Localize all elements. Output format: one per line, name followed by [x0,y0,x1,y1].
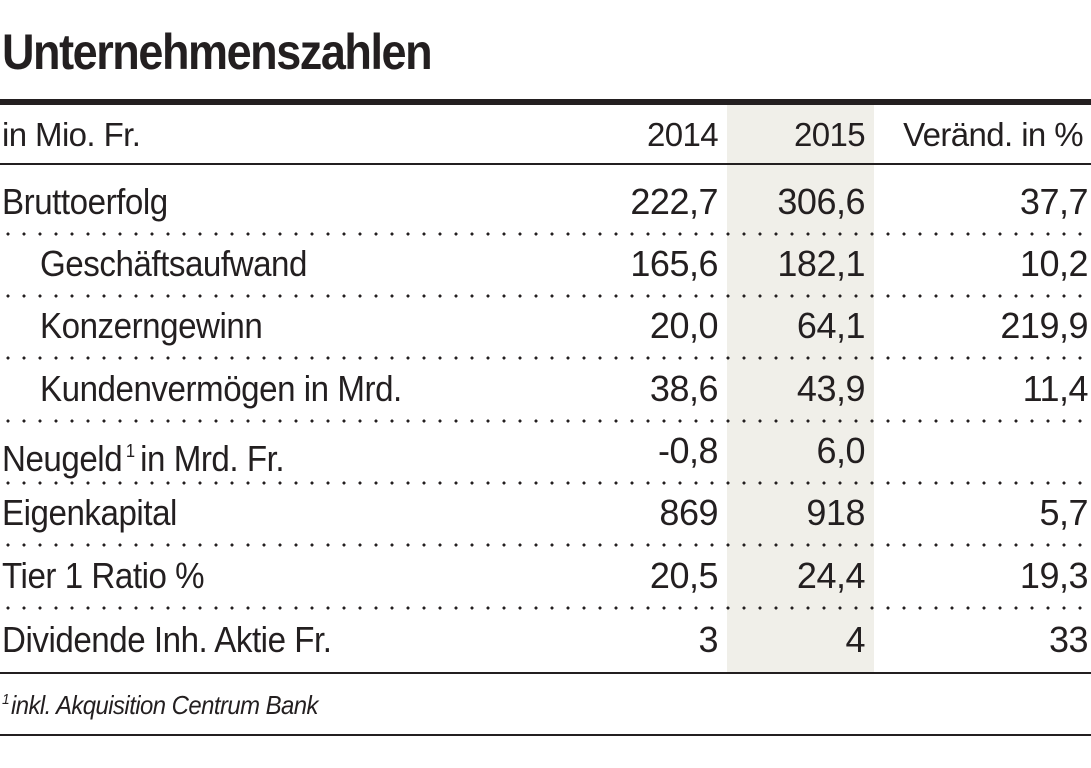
header-change: Veränd. in % [903,116,1084,153]
table-row: Eigenkapital 869 918 5,7 [0,483,1091,547]
header-2015: 2015 [793,116,866,153]
value-change: 219,9 [1000,305,1088,346]
bottom-rule [0,734,1091,736]
value-change: 5,7 [1039,492,1088,533]
row-label: Bruttoerfolg [2,181,168,222]
row-label: Kundenvermögen in Mrd. [40,368,402,409]
value-2014: 869 [659,492,718,533]
value-2014: 20,0 [649,305,719,346]
footnote: 1inkl. Akquisition Centrum Bank [2,690,318,721]
value-change: 11,4 [1022,368,1089,409]
value-change: 33 [1048,619,1089,660]
value-2014: -0,8 [657,430,719,471]
row-label: Dividende Inh. Aktie Fr. [2,619,332,660]
table-row: Tier 1 Ratio % 20,5 24,4 19,3 [0,546,1091,610]
value-change: 10,2 [1019,243,1089,284]
table-row: Konzerngewinn 20,0 64,1 219,9 [0,296,1091,360]
row-label: Konzerngewinn [40,305,263,346]
value-2015: 4 [845,619,865,660]
footnote-text: inkl. Akquisition Centrum Bank [10,690,319,720]
value-2014: 20,5 [649,555,719,596]
row-label: Eigenkapital [2,492,177,533]
value-2015: 64,1 [796,305,866,346]
table-header: in Mio. Fr. 2014 2015 Veränd. in % [0,105,1091,165]
value-2015: 182,1 [777,243,865,284]
table-row: Dividende Inh. Aktie Fr. 3 4 33 [0,610,1091,674]
header-unit: in Mio. Fr. [2,116,141,153]
table-row: Geschäftsaufwand 165,6 182,1 10,2 [0,234,1091,298]
value-2015: 6,0 [816,430,865,471]
page-title: Unternehmenszahlen [2,24,433,80]
table-row: Kundenvermögen in Mrd. 38,6 43,9 11,4 [0,359,1091,423]
footnote-marker: 1 [2,691,10,708]
table-row: Neugeld 1 in Mrd. Fr. -0,8 6,0 [0,421,1091,485]
value-2014: 3 [698,619,718,660]
row-label-text: Neugeld [2,438,123,479]
footnote-ref: 1 [125,441,135,461]
value-2015: 918 [806,492,865,533]
value-2014: 222,7 [630,181,718,222]
value-2015: 306,6 [777,181,865,222]
value-change: 19,3 [1019,555,1089,596]
title-rule [0,99,1091,105]
value-2014: 38,6 [649,368,719,409]
row-label: Geschäftsaufwand [40,243,307,284]
header-2014: 2014 [646,116,719,153]
row-label-suffix: in Mrd. Fr. [140,438,285,479]
value-2015: 24,4 [796,555,866,596]
value-2015: 43,9 [796,368,866,409]
table-row: Bruttoerfolg 222,7 306,6 37,7 [0,172,1091,236]
value-change: 37,7 [1019,181,1089,222]
value-2014: 165,6 [630,243,718,284]
row-label: Neugeld 1 in Mrd. Fr. [2,421,285,489]
row-label: Tier 1 Ratio % [2,555,205,596]
